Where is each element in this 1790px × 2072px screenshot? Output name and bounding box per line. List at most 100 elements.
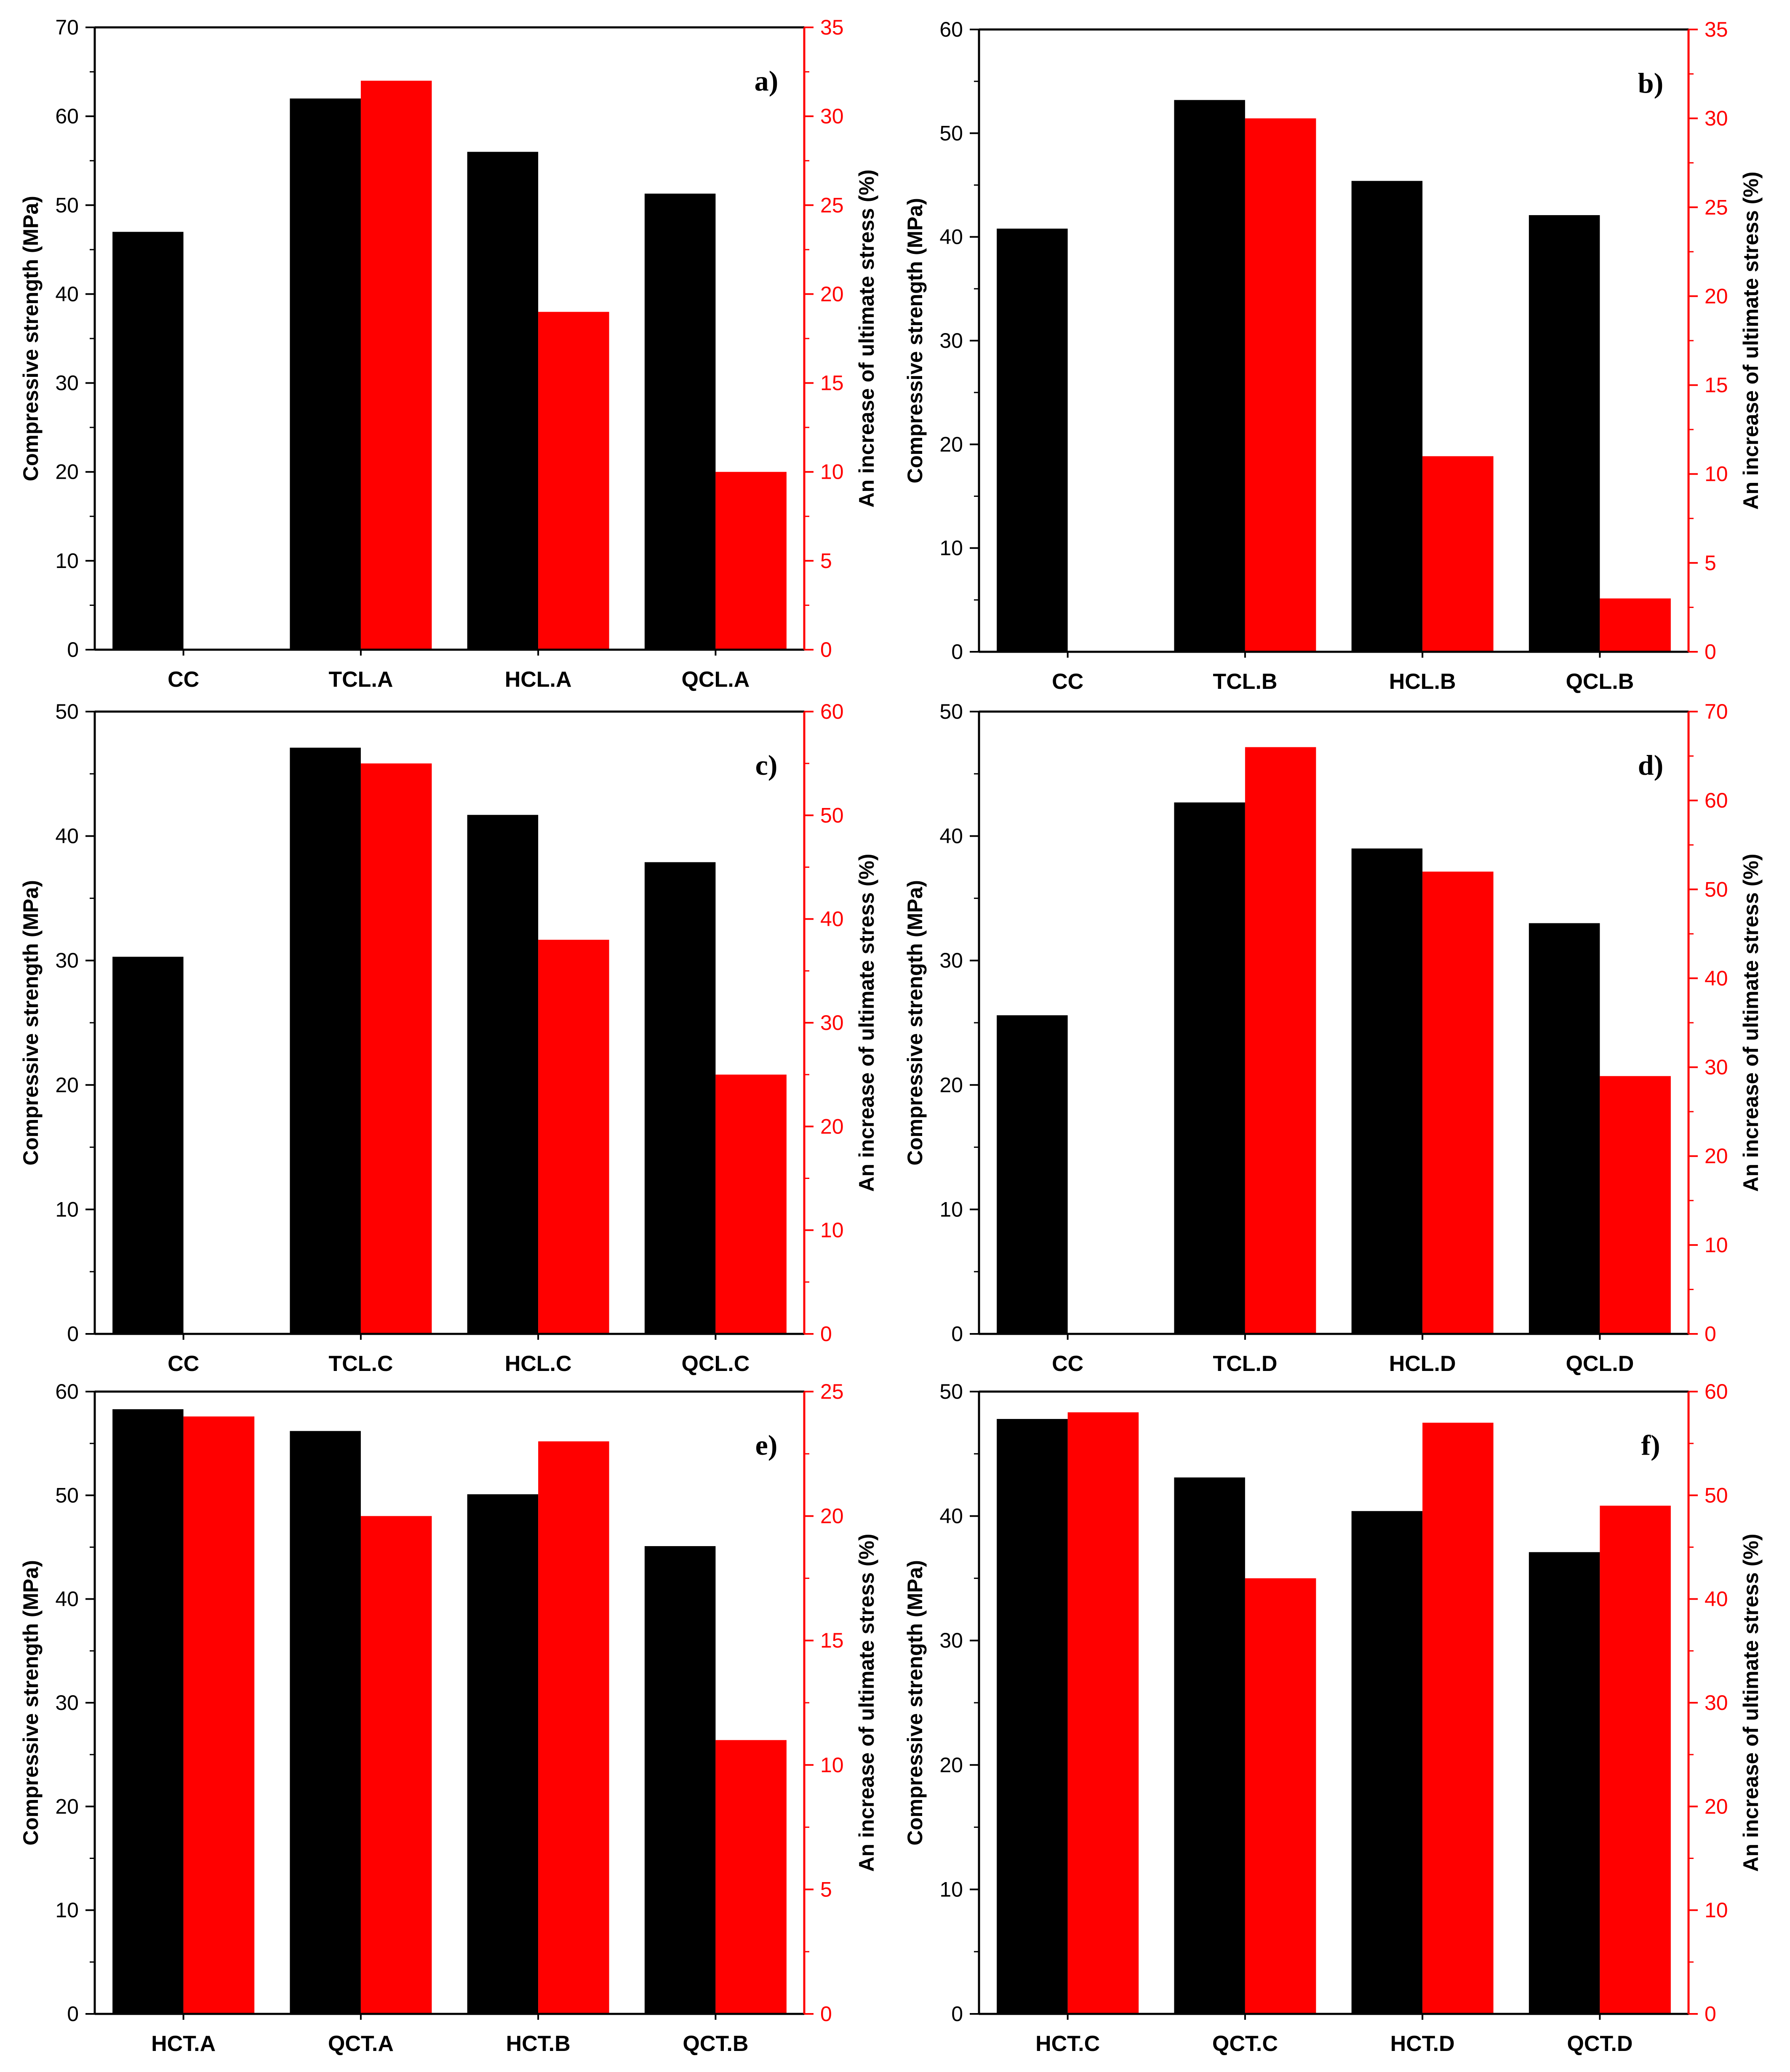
x-tick-label: TCL.B (1213, 669, 1277, 694)
y-tick-label-left: 50 (55, 1483, 79, 1507)
y-tick-label-left: 20 (939, 1753, 963, 1777)
y-tick-label-left: 20 (939, 432, 963, 456)
y-tick-label-left: 40 (55, 824, 79, 848)
x-tick-label: QCT.C (1212, 2032, 1278, 2056)
y-tick-label-left: 50 (939, 121, 963, 145)
y-tick-label-right: 40 (1705, 966, 1728, 990)
bar-strength-hcl-d (1351, 848, 1423, 1334)
y-tick-label-right: 5 (1705, 551, 1716, 575)
y-tick-label-left: 40 (55, 282, 79, 306)
x-tick-label: TCL.D (1213, 1352, 1277, 1376)
x-tick-label: QCL.C (681, 1352, 750, 1376)
y-tick-label-left: 60 (55, 1380, 79, 1403)
y-tick-label-right: 25 (1705, 195, 1728, 219)
y-axis-title-left: Compressive strength (MPa) (19, 1560, 43, 1845)
x-tick-label: TCL.C (328, 1352, 393, 1376)
bar-strength-cc (997, 1015, 1068, 1334)
y-tick-label-left: 10 (939, 1877, 963, 1901)
bar-strength-tcl-c (290, 747, 361, 1334)
y-tick-label-right: 20 (820, 1115, 844, 1138)
panel-letter: e) (755, 1429, 778, 1461)
y-tick-label-right: 10 (820, 460, 844, 484)
bar-strength-cc (112, 232, 184, 650)
y-tick-label-right: 30 (1705, 107, 1728, 130)
y-tick-label-right: 10 (820, 1753, 844, 1777)
x-tick-label: HCT.A (151, 2032, 216, 2056)
y-tick-label-right: 0 (820, 1322, 832, 1346)
bar-strength-tcl-a (290, 98, 361, 650)
y-tick-label-right: 25 (820, 193, 844, 217)
y-tick-label-left: 70 (55, 16, 79, 39)
y-tick-label-right: 30 (820, 104, 844, 128)
bar-strength-hct-a (112, 1409, 184, 2014)
y-axis-title-left: Compressive strength (MPa) (19, 196, 43, 481)
bar-strength-qct-a (290, 1431, 361, 2014)
y-tick-label-left: 20 (939, 1073, 963, 1097)
y-tick-label-left: 0 (67, 2002, 79, 2026)
y-axis-title-right: An increase of ultimate stress (%) (855, 853, 878, 1192)
x-tick-label: QCL.A (681, 667, 750, 692)
y-tick-label-left: 40 (939, 225, 963, 249)
bar-increase-qcl-a (715, 472, 787, 650)
y-tick-label-right: 50 (1705, 1483, 1728, 1507)
y-tick-label-left: 50 (939, 1380, 963, 1403)
chart-panel-3: CC TCL.C HCL.C QCL.C 0 10 20 30 40 50 0 10 20 30 40 50 6… (19, 700, 878, 1376)
panel-letter: f) (1641, 1429, 1660, 1461)
bar-increase-tcl-d (1245, 747, 1316, 1334)
x-tick-label: HCT.C (1035, 2032, 1100, 2056)
bar-increase-hcl-a (538, 312, 609, 650)
y-tick-label-right: 0 (820, 2002, 832, 2026)
chart-panel-6: HCT.C QCT.C HCT.D QCT.D 0 10 20 30 40 50 0 10 20 30 40… (903, 1380, 1763, 2056)
y-tick-label-right: 20 (1705, 284, 1728, 308)
y-tick-label-left: 30 (939, 949, 963, 972)
y-tick-label-left: 60 (939, 18, 963, 41)
x-tick-label: HCL.D (1389, 1352, 1456, 1376)
y-tick-label-left: 60 (55, 104, 79, 128)
x-tick-label: CC (168, 1352, 199, 1376)
y-tick-label-left: 10 (55, 1197, 79, 1221)
panel-letter: c) (755, 749, 778, 781)
bar-strength-qct-b (644, 1546, 716, 2014)
x-tick-label: CC (1052, 669, 1083, 694)
y-tick-label-right: 50 (820, 803, 844, 827)
y-tick-label-right: 10 (1705, 1899, 1728, 1922)
y-tick-label-left: 40 (939, 1504, 963, 1528)
y-tick-label-right: 0 (1705, 2002, 1716, 2026)
bar-strength-qct-d (1529, 1552, 1600, 2014)
y-tick-label-right: 20 (820, 282, 844, 306)
bar-increase-tcl-a (360, 80, 432, 650)
bar-increase-qct-c (1245, 1578, 1316, 2014)
bar-strength-qcl-a (644, 193, 716, 650)
y-tick-label-left: 20 (55, 460, 79, 484)
y-tick-label-left: 30 (55, 371, 79, 395)
y-tick-label-left: 30 (55, 949, 79, 972)
y-tick-label-right: 30 (820, 1011, 844, 1035)
y-axis-title-left: Compressive strength (MPa) (903, 880, 927, 1165)
x-tick-label: QCL.D (1566, 1352, 1634, 1376)
bar-strength-qcl-d (1529, 923, 1600, 1334)
x-tick-label: TCL.A (328, 667, 393, 692)
x-tick-label: HCL.A (505, 667, 572, 692)
bar-strength-cc (997, 228, 1068, 652)
bar-increase-tcl-c (360, 763, 432, 1334)
y-tick-label-right: 15 (820, 1629, 844, 1652)
y-tick-label-left: 0 (951, 2002, 963, 2026)
y-tick-label-left: 10 (55, 549, 79, 573)
bar-increase-qcl-c (715, 1075, 787, 1334)
y-axis-title-left: Compressive strength (MPa) (19, 880, 43, 1165)
bar-increase-qct-b (715, 1740, 787, 2014)
y-tick-label-right: 35 (1705, 18, 1728, 41)
y-tick-label-left: 0 (67, 1322, 79, 1346)
bar-strength-hct-c (997, 1419, 1068, 2014)
y-tick-label-right: 70 (1705, 700, 1728, 723)
y-tick-label-right: 40 (820, 907, 844, 931)
x-tick-label: HCT.B (506, 2032, 571, 2056)
bar-increase-qct-d (1600, 1505, 1671, 2014)
y-tick-label-right: 10 (1705, 1233, 1728, 1257)
x-tick-label: QCL.B (1566, 669, 1634, 694)
panel-letter: a) (755, 65, 779, 97)
x-tick-label: QCT.B (683, 2032, 748, 2056)
y-tick-label-right: 60 (820, 700, 844, 723)
chart-panel-4: CC TCL.D HCL.D QCL.D 0 10 20 30 40 50 0 10 20 30 40 50 6… (903, 700, 1763, 1376)
